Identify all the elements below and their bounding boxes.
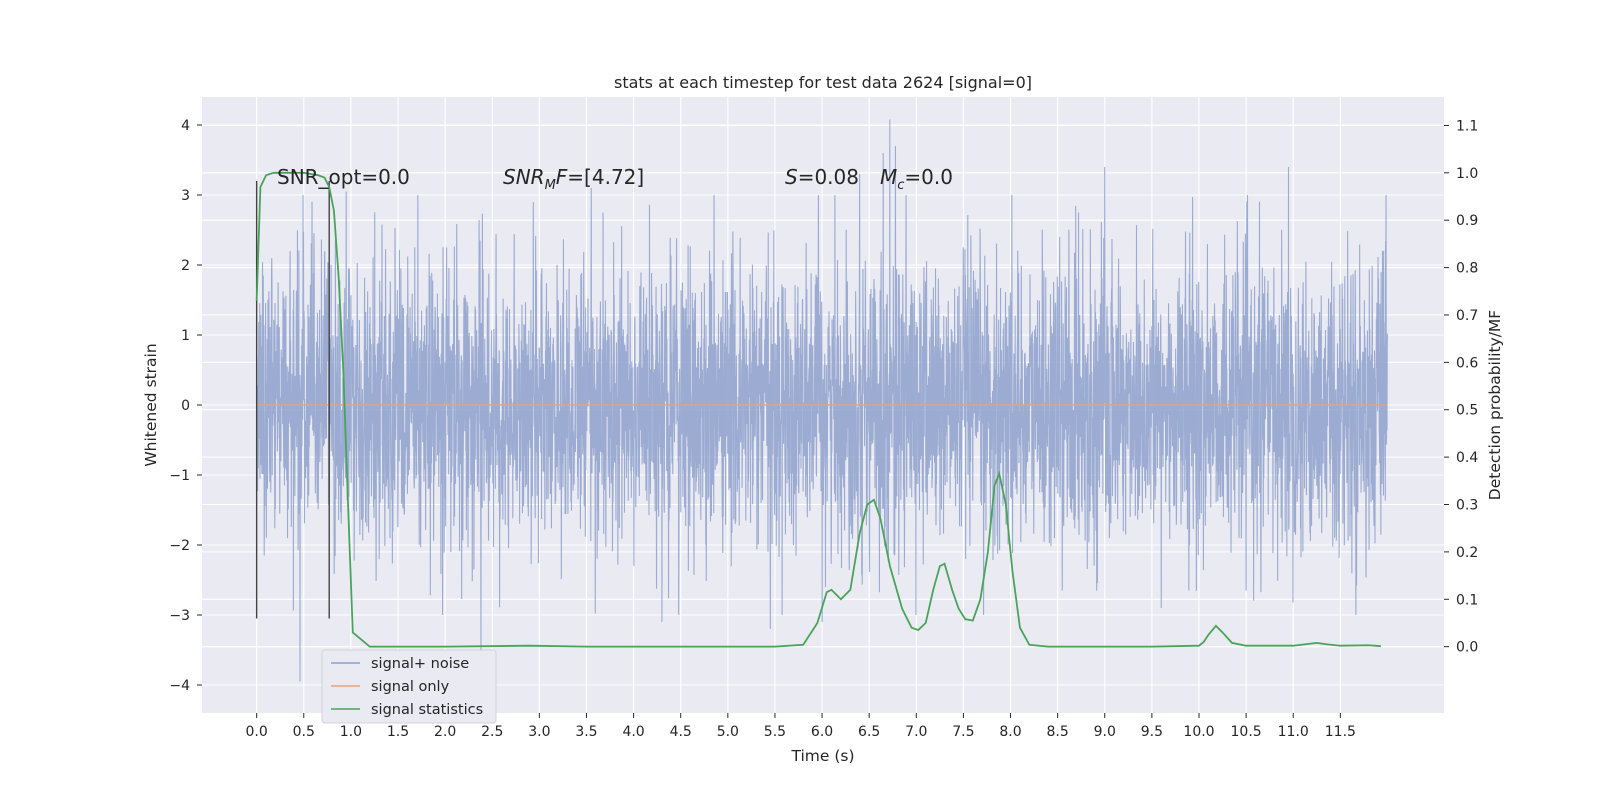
- y2-tick-label: 0.2: [1456, 545, 1478, 561]
- annotation-snr-mf: SNRMF=[4.72]: [503, 165, 644, 193]
- y2-tick-label: 1.0: [1456, 166, 1478, 182]
- y2-tick-label: 0.4: [1456, 450, 1478, 466]
- y-tick-label: 1: [181, 328, 190, 344]
- y2-tick-label: 0.8: [1456, 261, 1478, 277]
- y2-tick-label: 0.7: [1456, 308, 1478, 324]
- x-tick-label: 11.0: [1278, 724, 1309, 740]
- mc-value: =0.0: [904, 165, 953, 189]
- x-tick-label: 10.5: [1231, 724, 1262, 740]
- y2-tick-label: 0.3: [1456, 498, 1478, 514]
- x-tick-label: 1.5: [387, 724, 409, 740]
- x-tick-label: 8.5: [1047, 724, 1069, 740]
- y-tick-label: −2: [169, 538, 190, 554]
- signal-statistics-series: [255, 171, 1381, 648]
- noise-trace: [256, 119, 1389, 682]
- y-tick-label: 4: [181, 118, 190, 134]
- y-tick-label: 2: [181, 258, 190, 274]
- chart-title: stats at each timestep for test data 262…: [614, 73, 1032, 92]
- y2-tick-label: 0.0: [1456, 640, 1478, 656]
- snr-mf-math: SNR: [503, 165, 545, 189]
- axis-layer: 0.0 0.5 1.0 1.5 2.0 2.5 3.0 3.5 4.0 4.5 5.0 5.5 6.0 6…: [169, 118, 1478, 740]
- y2-tick-label: 0.6: [1456, 355, 1478, 371]
- legend-label-statistics: signal statistics: [371, 702, 483, 718]
- x-tick-label: 10.0: [1183, 724, 1214, 740]
- annotation-mc: Mc=0.0: [880, 165, 953, 193]
- y-tick-label: 0: [181, 398, 190, 414]
- x-tick-label: 2.5: [481, 724, 503, 740]
- y-tick-label: −4: [169, 678, 190, 694]
- mc-sub: c: [897, 178, 904, 193]
- x-tick-label: 11.5: [1325, 724, 1356, 740]
- statistics-line: [255, 171, 1381, 648]
- y2-tick-label: 0.9: [1456, 213, 1478, 229]
- y2-axis-title: Detection probability/MF: [1486, 310, 1504, 501]
- y-tick-label: −1: [169, 468, 190, 484]
- y-tick-label: 3: [181, 188, 190, 204]
- x-tick-label: 3.0: [528, 724, 550, 740]
- x-tick-label: 1.0: [340, 724, 362, 740]
- mc-math: M: [880, 165, 897, 189]
- legend-label-noise: signal+ noise: [371, 656, 469, 672]
- x-tick-label: 3.5: [575, 724, 597, 740]
- y-tick-label: −3: [169, 608, 190, 624]
- snr-mf-value: =[4.72]: [567, 165, 644, 189]
- y2-tick-label: 0.5: [1456, 403, 1478, 419]
- x-tick-label: 2.0: [434, 724, 456, 740]
- snr-mf-tail: F: [556, 165, 568, 189]
- x-tick-label: 4.0: [622, 724, 644, 740]
- x-tick-label: 7.5: [952, 724, 974, 740]
- legend-label-signal-only: signal only: [371, 679, 450, 695]
- annotation-snr-opt: SNR_opt=0.0: [277, 165, 410, 189]
- x-tick-label: 7.0: [905, 724, 927, 740]
- s-value: =0.08: [798, 165, 859, 189]
- x-tick-label: 4.5: [670, 724, 692, 740]
- x-tick-label: 0.5: [293, 724, 315, 740]
- noise-series: [256, 119, 1389, 682]
- marker-lines: [255, 181, 330, 619]
- x-tick-label: 6.0: [811, 724, 833, 740]
- x-tick-label: 8.0: [999, 724, 1021, 740]
- x-tick-label: 9.5: [1141, 724, 1163, 740]
- x-axis-title: Time (s): [790, 747, 854, 765]
- legend-box: [321, 649, 497, 724]
- x-tick-label: 9.0: [1094, 724, 1116, 740]
- y-axis-title: Whitened strain: [142, 343, 160, 466]
- legend: signal+ noise signal only signal statist…: [321, 649, 497, 724]
- y2-tick-label: 1.1: [1456, 118, 1478, 134]
- x-tick-label: 0.0: [246, 724, 268, 740]
- snr-mf-sub: M: [545, 178, 556, 193]
- annotation-s: S=0.08: [785, 165, 859, 189]
- s-math: S: [785, 165, 798, 189]
- x-tick-label: 6.5: [858, 724, 880, 740]
- x-tick-label: 5.5: [764, 724, 786, 740]
- y2-tick-label: 0.1: [1456, 592, 1478, 608]
- x-tick-label: 5.0: [717, 724, 739, 740]
